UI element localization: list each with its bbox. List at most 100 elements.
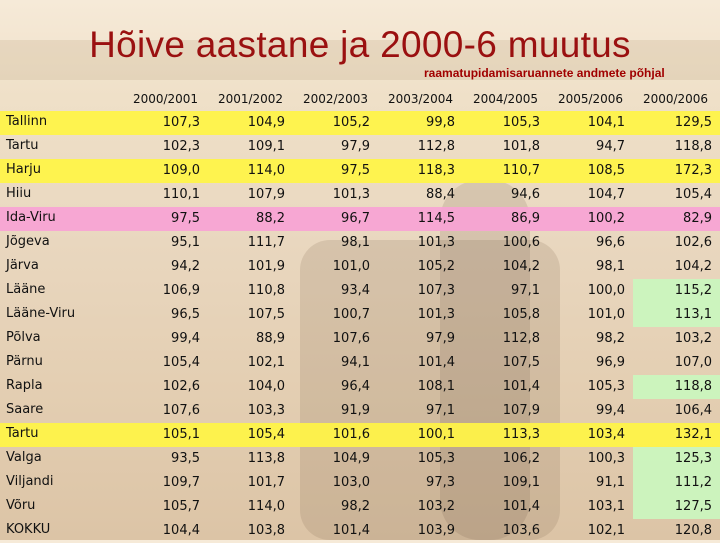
table-row: Hiiu 110,1 107,9 101,3 88,4 94,6 104,7 105,4 <box>0 183 720 207</box>
table-cell: 91,1 <box>596 475 625 490</box>
table-cell: 113,8 <box>247 451 285 466</box>
table-cell: 106,9 <box>162 283 200 298</box>
table-cell: 106,4 <box>674 403 712 418</box>
row-label: Harju <box>6 162 41 177</box>
table-cell: 97,5 <box>171 211 200 226</box>
table-cell: 118,8 <box>674 139 712 154</box>
table-cell: 96,9 <box>596 355 625 370</box>
row-label: Põlva <box>6 330 41 345</box>
table-row: Võru 105,7 114,0 98,2 103,2 101,4 103,1 127,5 <box>0 495 720 519</box>
table-cell: 114,5 <box>417 211 455 226</box>
table-cell: 101,6 <box>332 427 370 442</box>
table-row: Tallinn 107,3 104,9 105,2 99,8 105,3 104,1 129,… <box>0 111 720 135</box>
table-cell: 102,6 <box>162 379 200 394</box>
table-cell: 82,9 <box>683 211 712 226</box>
table-cell: 95,1 <box>171 235 200 250</box>
background-figure <box>440 180 530 540</box>
table-cell: 104,7 <box>587 187 625 202</box>
table-cell: 94,7 <box>596 139 625 154</box>
row-label: Pärnu <box>6 354 43 369</box>
table-cell: 109,7 <box>162 475 200 490</box>
table-row: Tartu 102,3 109,1 97,9 112,8 101,8 94,7 118,8 <box>0 135 720 159</box>
table-cell: 98,1 <box>341 235 370 250</box>
table-cell: 97,3 <box>426 475 455 490</box>
table-header: 2000/2001 2001/2002 2002/2003 2003/2004 2004… <box>0 92 720 110</box>
table-cell: 118,8 <box>633 375 720 399</box>
table-cell: 118,3 <box>417 163 455 178</box>
table-cell: 97,1 <box>426 403 455 418</box>
table-cell: 102,1 <box>247 355 285 370</box>
table-row: Ida-Viru 97,5 88,2 96,7 114,5 86,9 100,2 82,9 <box>0 207 720 231</box>
table-cell: 127,5 <box>633 495 720 519</box>
table-cell: 100,3 <box>587 451 625 466</box>
table-cell: 101,3 <box>417 235 455 250</box>
table-cell: 107,9 <box>247 187 285 202</box>
table-cell: 96,4 <box>341 379 370 394</box>
table-cell: 104,4 <box>162 523 200 538</box>
table-cell: 103,9 <box>417 523 455 538</box>
table-row: Valga 93,5 113,8 104,9 105,3 106,2 100,3 125,3 <box>0 447 720 471</box>
table-cell: 98,2 <box>341 499 370 514</box>
table-cell: 100,0 <box>587 283 625 298</box>
table-cell: 103,3 <box>247 403 285 418</box>
table-cell: 97,1 <box>511 283 540 298</box>
table-cell: 93,5 <box>171 451 200 466</box>
table-cell: 97,9 <box>341 139 370 154</box>
table-cell: 94,2 <box>171 259 200 274</box>
table-cell: 110,1 <box>162 187 200 202</box>
page-title: Hõive aastane ja 2000-6 muutus <box>89 24 631 65</box>
column-header: 2002/2003 <box>302 92 369 106</box>
table-cell: 101,4 <box>332 523 370 538</box>
table-cell: 112,8 <box>417 139 455 154</box>
table-cell: 88,4 <box>426 187 455 202</box>
table-cell: 107,6 <box>332 331 370 346</box>
background-machine <box>300 240 560 540</box>
table-row: Põlva 99,4 88,9 107,6 97,9 112,8 98,2 103,2 <box>0 327 720 351</box>
table-cell: 102,6 <box>674 235 712 250</box>
table-cell: 129,5 <box>674 115 712 130</box>
table-cell: 88,2 <box>256 211 285 226</box>
table-cell: 105,7 <box>162 499 200 514</box>
table-cell: 107,9 <box>502 403 540 418</box>
table-cell: 108,5 <box>587 163 625 178</box>
table-cell: 107,6 <box>162 403 200 418</box>
table-cell: 172,3 <box>674 163 712 178</box>
table-cell: 114,0 <box>247 163 285 178</box>
table-cell: 111,2 <box>633 471 720 495</box>
table-cell: 112,8 <box>502 331 540 346</box>
table-cell: 88,9 <box>256 331 285 346</box>
table-cell: 107,0 <box>674 355 712 370</box>
table-cell: 104,9 <box>332 451 370 466</box>
table-cell: 94,1 <box>341 355 370 370</box>
table-cell: 105,3 <box>417 451 455 466</box>
table-row: Tartu 105,1 105,4 101,6 100,1 113,3 103,4 132,1 <box>0 423 720 447</box>
table-cell: 100,1 <box>417 427 455 442</box>
row-label: Hiiu <box>6 186 32 201</box>
table-cell: 102,3 <box>162 139 200 154</box>
table-row: Harju 109,0 114,0 97,5 118,3 110,7 108,5 172,3 <box>0 159 720 183</box>
table-cell: 97,9 <box>426 331 455 346</box>
table-cell: 103,2 <box>674 331 712 346</box>
table-row: Lääne-Viru 96,5 107,5 100,7 101,3 105,8 101,0 1… <box>0 303 720 327</box>
table-cell: 132,1 <box>674 427 712 442</box>
table-cell: 105,2 <box>332 115 370 130</box>
table-row: KOKKU 104,4 103,8 101,4 103,9 103,6 102,1 120,8 <box>0 519 720 543</box>
row-label: KOKKU <box>6 522 51 537</box>
table-cell: 105,8 <box>502 307 540 322</box>
table-cell: 107,5 <box>502 355 540 370</box>
column-header: 2000/2001 <box>132 92 199 106</box>
background-beam <box>0 40 720 80</box>
table-cell: 108,1 <box>417 379 455 394</box>
table-cell: 103,0 <box>332 475 370 490</box>
row-label: Rapla <box>6 378 43 393</box>
table-cell: 101,4 <box>417 355 455 370</box>
row-label: Lääne <box>6 282 46 297</box>
table-cell: 120,8 <box>674 523 712 538</box>
table-cell: 104,2 <box>502 259 540 274</box>
row-label: Valga <box>6 450 42 465</box>
table-row: Rapla 102,6 104,0 96,4 108,1 101,4 105,3 118,8 <box>0 375 720 399</box>
table-cell: 96,5 <box>171 307 200 322</box>
table-cell: 91,9 <box>341 403 370 418</box>
table-cell: 113,3 <box>502 427 540 442</box>
table-cell: 101,0 <box>587 307 625 322</box>
